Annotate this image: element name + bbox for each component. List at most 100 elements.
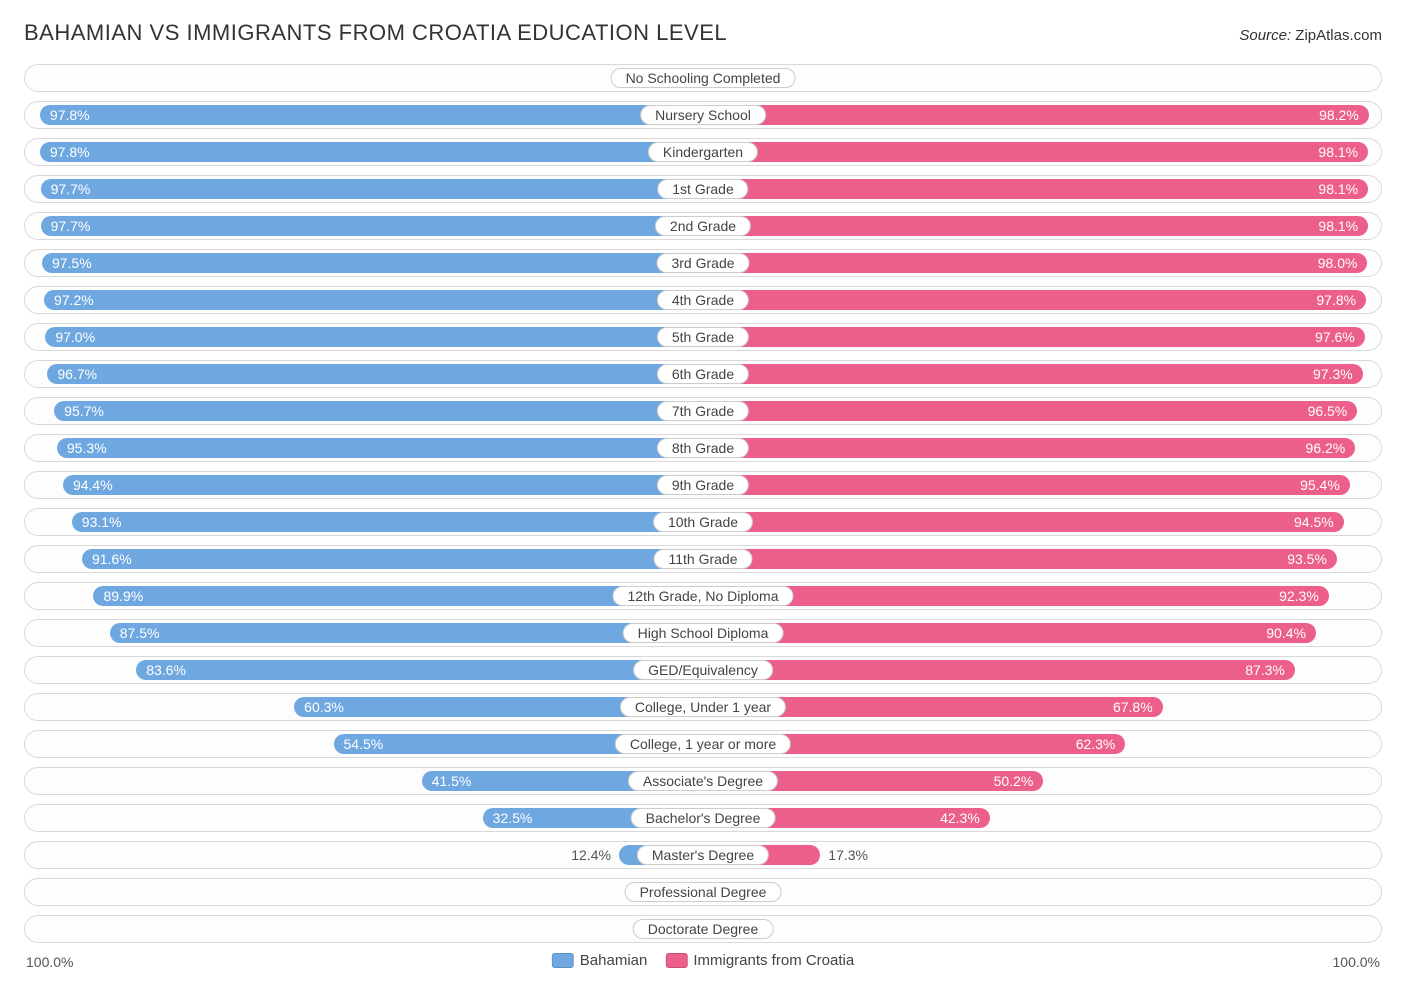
chart-row: 91.6%93.5%11th Grade	[24, 545, 1382, 573]
bar-left: 94.4%	[63, 475, 703, 495]
bar-left: 95.3%	[57, 438, 703, 458]
value-right: 98.1%	[1318, 216, 1358, 236]
value-right: 92.3%	[1279, 586, 1319, 606]
chart-row: 97.7%98.1%1st Grade	[24, 175, 1382, 203]
value-right: 95.4%	[1300, 475, 1340, 495]
diverging-bar-chart: 2.2%1.9%No Schooling Completed 97.8% 98.2%…	[24, 64, 1382, 943]
legend-item-left: Bahamian	[552, 952, 648, 969]
legend-swatch-left	[552, 953, 574, 968]
value-left: 97.0%	[55, 327, 95, 347]
category-pill: 6th Grade	[657, 364, 749, 384]
chart-row: 1.5%2.1%Doctorate Degree	[24, 915, 1382, 943]
bar-right: 98.0%	[703, 253, 1367, 273]
bar-right: 92.3%	[703, 586, 1329, 606]
value-left: 97.8%	[50, 105, 90, 125]
chart-row: 2.2%1.9%No Schooling Completed	[24, 64, 1382, 92]
bar-right: 95.4%	[703, 475, 1350, 495]
legend-label-left: Bahamian	[580, 952, 648, 969]
category-pill: 11th Grade	[653, 549, 752, 569]
bar-left: 97.8%	[40, 105, 703, 125]
legend-swatch-right	[665, 953, 687, 968]
value-left: 89.9%	[103, 586, 143, 606]
value-left: 97.2%	[54, 290, 94, 310]
chart-source: Source: ZipAtlas.com	[1239, 27, 1382, 44]
bar-left: 97.7%	[41, 179, 703, 199]
chart-row: 93.1% 94.5% 10th Grade	[24, 508, 1382, 536]
value-left: 97.7%	[51, 216, 91, 236]
category-pill: College, 1 year or more	[615, 734, 791, 754]
chart-row: 3.7%5.3%Professional Degree	[24, 878, 1382, 906]
value-left: 95.3%	[67, 438, 107, 458]
chart-row: 94.4%95.4%9th Grade	[24, 471, 1382, 499]
category-pill: Nursery School	[640, 105, 766, 125]
category-pill: Kindergarten	[648, 142, 758, 162]
chart-row: 89.9% 92.3% 12th Grade, No Diploma	[24, 582, 1382, 610]
source-name: ZipAtlas.com	[1295, 27, 1382, 44]
value-right: 98.0%	[1318, 253, 1358, 273]
source-prefix: Source:	[1239, 27, 1291, 44]
chart-row: 41.5%50.2%Associate's Degree	[24, 767, 1382, 795]
value-left: 83.6%	[146, 660, 186, 680]
chart-row: 96.7% 97.3% 6th Grade	[24, 360, 1382, 388]
value-right: 97.3%	[1313, 364, 1353, 384]
bar-right: 97.8%	[703, 290, 1366, 310]
chart-row: 97.8% 98.2% Nursery School	[24, 101, 1382, 129]
axis-max-left: 100.0%	[26, 954, 73, 970]
value-left: 96.7%	[57, 364, 97, 384]
value-right: 96.5%	[1308, 401, 1348, 421]
value-left: 87.5%	[120, 623, 160, 643]
value-left: 94.4%	[73, 475, 113, 495]
chart-row: 97.2%97.8%4th Grade	[24, 286, 1382, 314]
chart-row: 87.5%90.4%High School Diploma	[24, 619, 1382, 647]
value-left: 60.3%	[304, 697, 344, 717]
value-right: 90.4%	[1266, 623, 1306, 643]
bar-right: 98.1%	[703, 216, 1368, 236]
bar-left: 83.6%	[136, 660, 703, 680]
value-right: 94.5%	[1294, 512, 1334, 532]
bar-right: 96.5%	[703, 401, 1357, 421]
category-pill: 12th Grade, No Diploma	[613, 586, 794, 606]
bar-right: 90.4%	[703, 623, 1316, 643]
value-left: 95.7%	[64, 401, 104, 421]
value-left: 93.1%	[82, 512, 122, 532]
value-left: 41.5%	[432, 771, 472, 791]
category-pill: College, Under 1 year	[620, 697, 786, 717]
value-right: 42.3%	[940, 808, 980, 828]
bar-left: 96.7%	[47, 364, 703, 384]
value-right: 97.6%	[1315, 327, 1355, 347]
value-right: 98.2%	[1319, 105, 1359, 125]
value-right: 62.3%	[1076, 734, 1116, 754]
chart-header: BAHAMIAN VS IMMIGRANTS FROM CROATIA EDUC…	[24, 20, 1382, 46]
category-pill: Master's Degree	[637, 845, 769, 865]
value-left: 91.6%	[92, 549, 132, 569]
chart-row: 83.6% 87.3% GED/Equivalency	[24, 656, 1382, 684]
value-left: 32.5%	[493, 808, 533, 828]
value-right: 67.8%	[1113, 697, 1153, 717]
bar-right: 98.2%	[703, 105, 1369, 125]
chart-row: 97.7%98.1%2nd Grade	[24, 212, 1382, 240]
value-right: 96.2%	[1306, 438, 1346, 458]
category-pill: GED/Equivalency	[633, 660, 773, 680]
bar-left: 97.7%	[41, 216, 703, 236]
category-pill: 10th Grade	[653, 512, 753, 532]
chart-row: 95.7% 96.5% 7th Grade	[24, 397, 1382, 425]
chart-row: 12.4% 17.3% Master's Degree	[24, 841, 1382, 869]
legend-item-right: Immigrants from Croatia	[665, 952, 854, 969]
bar-left: 97.5%	[42, 253, 703, 273]
value-right: 87.3%	[1245, 660, 1285, 680]
value-right: 50.2%	[994, 771, 1034, 791]
bar-left: 95.7%	[54, 401, 703, 421]
category-pill: 7th Grade	[657, 401, 749, 421]
chart-row: 97.8%98.1%Kindergarten	[24, 138, 1382, 166]
legend: Bahamian Immigrants from Croatia	[552, 952, 854, 969]
category-pill: Professional Degree	[625, 882, 782, 902]
chart-row: 95.3% 96.2% 8th Grade	[24, 434, 1382, 462]
category-pill: 8th Grade	[657, 438, 749, 458]
bar-right: 96.2%	[703, 438, 1355, 458]
value-right: 17.3%	[820, 845, 868, 865]
chart-footer: 100.0% Bahamian Immigrants from Croatia …	[24, 952, 1382, 976]
bar-right: 87.3%	[703, 660, 1295, 680]
category-pill: No Schooling Completed	[611, 68, 796, 88]
value-left: 12.4%	[571, 845, 619, 865]
chart-row: 54.5%62.3%College, 1 year or more	[24, 730, 1382, 758]
